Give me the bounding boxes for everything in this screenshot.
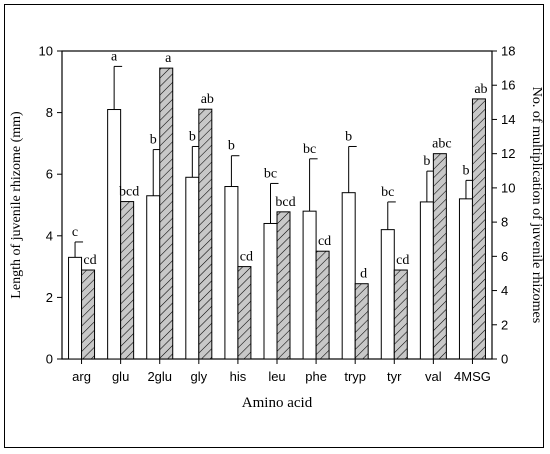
x-tick-label: phe (305, 369, 327, 384)
y2-tick-label: 14 (501, 112, 515, 127)
bar-multiplication (81, 269, 96, 360)
x-tick-label: tryp (344, 369, 366, 384)
bar-length (341, 192, 356, 360)
y2-tick-label: 6 (501, 249, 508, 264)
bar-length-label: b (150, 133, 157, 148)
x-tick-label: arg (72, 369, 91, 384)
right-axis: 0 2 4 6 8 10 12 14 16 18 (492, 44, 515, 367)
bar-multiplication-label: ab (201, 92, 214, 107)
y-tick-label: 6 (46, 167, 53, 182)
y2-tick-label: 2 (501, 317, 508, 332)
bar-length-label: b (345, 129, 352, 144)
x-axis: arg glu 2glu gly his leu phe tryp tyr val 4MSG (72, 359, 491, 384)
bar-length (380, 229, 395, 360)
y2-tick-label: 0 (501, 352, 508, 367)
bar-multiplication-label: bcd (275, 195, 295, 210)
x-tick-label: gly (191, 369, 208, 384)
y-tick-label: 0 (46, 352, 53, 367)
y2-tick-label: 16 (501, 78, 515, 93)
bar-multiplication-label: cd (396, 253, 409, 268)
bar-length (458, 198, 473, 360)
y-tick-label: 10 (39, 44, 53, 59)
y-tick-label: 2 (46, 290, 53, 305)
x-tick-label: glu (112, 369, 129, 384)
bar-multiplication-label: ab (474, 82, 487, 97)
bar-multiplication (198, 108, 213, 360)
y-tick-label: 4 (46, 228, 53, 243)
x-tick-label: 4MSG (454, 369, 491, 384)
bar-length (68, 256, 83, 360)
bar-multiplication (276, 211, 291, 360)
x-tick-label: his (230, 369, 247, 384)
bar-length (263, 222, 278, 360)
bar-multiplication (315, 250, 330, 360)
y2-axis-label: No. of multiplication of juvenile rhizom… (529, 87, 544, 323)
x-tick-label: 2glu (147, 369, 172, 384)
bar-multiplication (237, 266, 252, 360)
bar-multiplication-label: abc (432, 137, 451, 152)
bar-multiplication (120, 201, 135, 360)
bar-length (146, 195, 161, 360)
y2-tick-label: 4 (501, 283, 508, 298)
bar-multiplication-label: cd (83, 253, 96, 268)
bar-length-label: b (189, 129, 196, 144)
x-tick-label: val (425, 369, 442, 384)
bar-length-label: c (72, 225, 78, 240)
bar-length (107, 109, 122, 360)
bar-multiplication-label: cd (240, 250, 253, 265)
y2-tick-label: 12 (501, 146, 515, 161)
bar-multiplication (393, 269, 408, 360)
y-axis-label: Length of juvenile rhizome (mm) (9, 111, 24, 299)
bar-length-label: b (228, 139, 235, 154)
x-axis-label: Amino acid (242, 395, 313, 411)
bar-multiplication (159, 67, 174, 360)
x-tick-label: leu (268, 369, 285, 384)
bar-length-label: b (423, 154, 430, 169)
y2-tick-label: 18 (501, 44, 515, 59)
bar-length (185, 176, 200, 360)
left-axis: 0 2 4 6 8 10 (39, 44, 62, 367)
bar-multiplication-label: a (165, 51, 172, 66)
bar-multiplication (432, 153, 447, 360)
y2-tick-label: 10 (501, 180, 515, 195)
bar-multiplication-label: cd (318, 234, 331, 249)
bar-length-label: a (111, 49, 118, 64)
bar-length-label: bc (381, 185, 394, 200)
figure-frame (4, 4, 544, 448)
bar-length-label: bc (303, 142, 316, 157)
y2-tick-label: 8 (501, 215, 508, 230)
bar-length (224, 186, 239, 360)
bar-multiplication-label: bcd (119, 185, 139, 200)
y-tick-label: 8 (46, 105, 53, 120)
bar-multiplication (354, 283, 369, 360)
bar-length-label: b (462, 163, 469, 178)
bar-length-label: bc (264, 166, 277, 181)
x-tick-label: tyr (387, 369, 402, 384)
bar-length (302, 210, 317, 360)
bar-multiplication (471, 98, 486, 360)
bar-multiplication-label: d (360, 267, 367, 282)
bar-length (419, 201, 434, 360)
